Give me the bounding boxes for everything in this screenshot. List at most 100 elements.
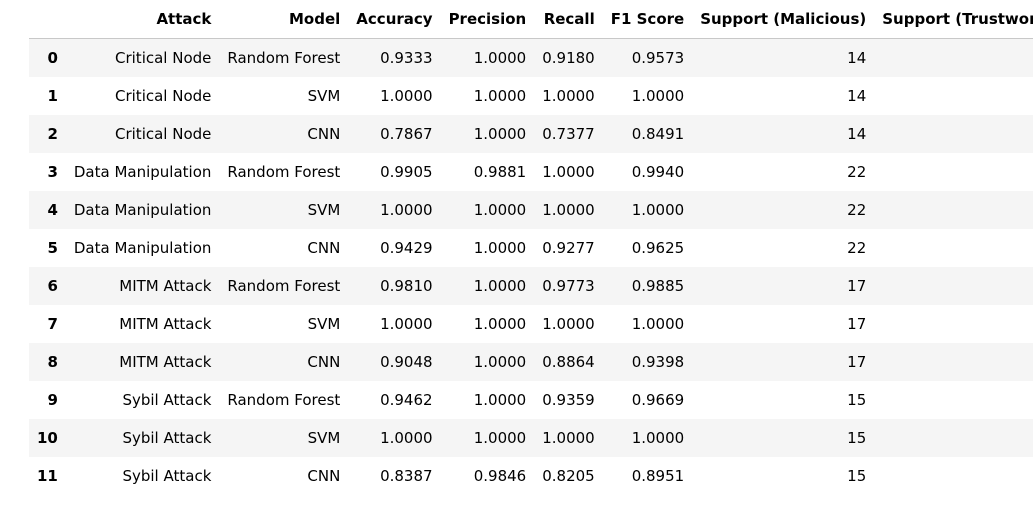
- table-row: 1 Critical Node SVM 1.0000 1.0000 1.0000 1.000…: [29, 77, 1033, 115]
- support-trustworthy-cell: 83: [874, 191, 1033, 229]
- support-trustworthy-cell: 83: [874, 229, 1033, 267]
- recall-cell: 1.0000: [542, 201, 595, 219]
- support-trustworthy-cell: 88: [874, 305, 1033, 343]
- support-trustworthy-cell: 88: [874, 267, 1033, 305]
- attack-cell: Sybil Attack: [122, 429, 212, 447]
- attack-cell: Sybil Attack: [122, 391, 212, 409]
- accuracy-cell: 0.9905: [380, 163, 433, 181]
- f1-score-cell: 1.0000: [631, 87, 685, 105]
- accuracy-cell: 1.0000: [380, 429, 433, 447]
- column-header-index: [29, 0, 66, 39]
- support-malicious-cell: 22: [847, 239, 867, 257]
- table-row: 10 Sybil Attack SVM 1.0000 1.0000 1.0000 1.000…: [29, 419, 1033, 457]
- table-header-row: Attack Model Accuracy Precision Recall F…: [29, 0, 1033, 39]
- model-cell: SVM: [307, 315, 341, 333]
- row-index: 11: [37, 467, 58, 485]
- precision-cell: 1.0000: [473, 201, 527, 219]
- f1-score-cell: 1.0000: [631, 201, 685, 219]
- table-row: 6 MITM Attack Random Forest 0.9810 1.0000 0.9…: [29, 267, 1033, 305]
- f1-score-cell: 0.9669: [631, 391, 685, 409]
- precision-cell: 1.0000: [473, 429, 527, 447]
- row-index: 3: [47, 163, 58, 181]
- f1-score-cell: 1.0000: [631, 315, 685, 333]
- accuracy-cell: 0.9462: [380, 391, 433, 409]
- recall-cell: 1.0000: [542, 315, 595, 333]
- accuracy-cell: 0.9048: [380, 353, 433, 371]
- model-cell: CNN: [307, 125, 341, 143]
- row-index: 7: [47, 315, 58, 333]
- support-trustworthy-cell: 61: [874, 77, 1033, 115]
- recall-cell: 0.9180: [542, 49, 595, 67]
- column-header-attack: Attack: [65, 0, 220, 39]
- table-row: 8 MITM Attack CNN 0.9048 1.0000 0.8864 0.9398 1…: [29, 343, 1033, 381]
- accuracy-cell: 0.9810: [380, 277, 433, 295]
- recall-cell: 1.0000: [542, 429, 595, 447]
- attack-cell: Critical Node: [115, 125, 212, 143]
- attack-cell: Sybil Attack: [122, 467, 212, 485]
- recall-cell: 0.9277: [542, 239, 595, 257]
- support-trustworthy-cell: 88: [874, 343, 1033, 381]
- model-cell: SVM: [307, 201, 341, 219]
- attack-cell: Critical Node: [115, 49, 212, 67]
- table-row: 0 Critical Node Random Forest 0.9333 1.0000 0…: [29, 38, 1033, 77]
- model-cell: CNN: [307, 239, 341, 257]
- precision-cell: 0.9881: [473, 163, 527, 181]
- attack-cell: Data Manipulation: [73, 201, 212, 219]
- table-row: 9 Sybil Attack Random Forest 0.9462 1.0000 0.…: [29, 381, 1033, 419]
- accuracy-cell: 1.0000: [380, 315, 433, 333]
- recall-cell: 0.9359: [542, 391, 595, 409]
- accuracy-cell: 1.0000: [380, 201, 433, 219]
- column-header-accuracy: Accuracy: [348, 0, 441, 39]
- model-cell: SVM: [307, 87, 341, 105]
- f1-score-cell: 0.9573: [631, 49, 685, 67]
- f1-score-cell: 0.8491: [631, 125, 685, 143]
- model-cell: CNN: [307, 353, 341, 371]
- accuracy-cell: 0.7867: [380, 125, 433, 143]
- results-table: Attack Model Accuracy Precision Recall F…: [29, 0, 1033, 495]
- column-header-recall: Recall: [534, 0, 603, 39]
- precision-cell: 1.0000: [473, 277, 527, 295]
- attack-cell: MITM Attack: [119, 277, 212, 295]
- column-header-f1-score: F1 Score: [602, 0, 693, 39]
- row-index: 4: [47, 201, 58, 219]
- table-row: 11 Sybil Attack CNN 0.8387 0.9846 0.8205 0.895…: [29, 457, 1033, 495]
- recall-cell: 1.0000: [542, 163, 595, 181]
- support-trustworthy-cell: 78: [874, 419, 1033, 457]
- precision-cell: 1.0000: [473, 391, 527, 409]
- model-cell: SVM: [307, 429, 341, 447]
- support-malicious-cell: 15: [847, 429, 867, 447]
- support-trustworthy-cell: 78: [874, 381, 1033, 419]
- column-header-model: Model: [219, 0, 349, 39]
- precision-cell: 1.0000: [473, 315, 527, 333]
- row-index: 9: [47, 391, 58, 409]
- f1-score-cell: 0.9940: [631, 163, 685, 181]
- row-index: 2: [47, 125, 58, 143]
- accuracy-cell: 1.0000: [380, 87, 433, 105]
- f1-score-cell: 1.0000: [631, 429, 685, 447]
- support-malicious-cell: 15: [847, 391, 867, 409]
- support-malicious-cell: 14: [847, 125, 867, 143]
- column-header-support-trustworthy: Support (Trustworthy): [874, 0, 1033, 39]
- column-header-precision: Precision: [440, 0, 535, 39]
- model-cell: Random Forest: [227, 391, 341, 409]
- support-malicious-cell: 17: [847, 353, 867, 371]
- recall-cell: 1.0000: [542, 87, 595, 105]
- table-row: 7 MITM Attack SVM 1.0000 1.0000 1.0000 1.0000 1…: [29, 305, 1033, 343]
- support-malicious-cell: 22: [847, 163, 867, 181]
- precision-cell: 1.0000: [473, 239, 527, 257]
- precision-cell: 1.0000: [473, 353, 527, 371]
- attack-cell: Data Manipulation: [73, 239, 212, 257]
- support-trustworthy-cell: 61: [874, 115, 1033, 153]
- model-cell: Random Forest: [227, 163, 341, 181]
- support-trustworthy-cell: 83: [874, 153, 1033, 191]
- precision-cell: 1.0000: [473, 125, 527, 143]
- f1-score-cell: 0.9625: [631, 239, 685, 257]
- support-malicious-cell: 17: [847, 277, 867, 295]
- column-header-support-malicious: Support (Malicious): [692, 0, 875, 39]
- attack-cell: MITM Attack: [119, 315, 212, 333]
- table-row: 5 Data Manipulation CNN 0.9429 1.0000 0.9277 0…: [29, 229, 1033, 267]
- row-index: 1: [47, 87, 58, 105]
- attack-cell: Critical Node: [115, 87, 212, 105]
- recall-cell: 0.7377: [542, 125, 595, 143]
- table-body: 0 Critical Node Random Forest 0.9333 1.0000 0…: [29, 38, 1033, 495]
